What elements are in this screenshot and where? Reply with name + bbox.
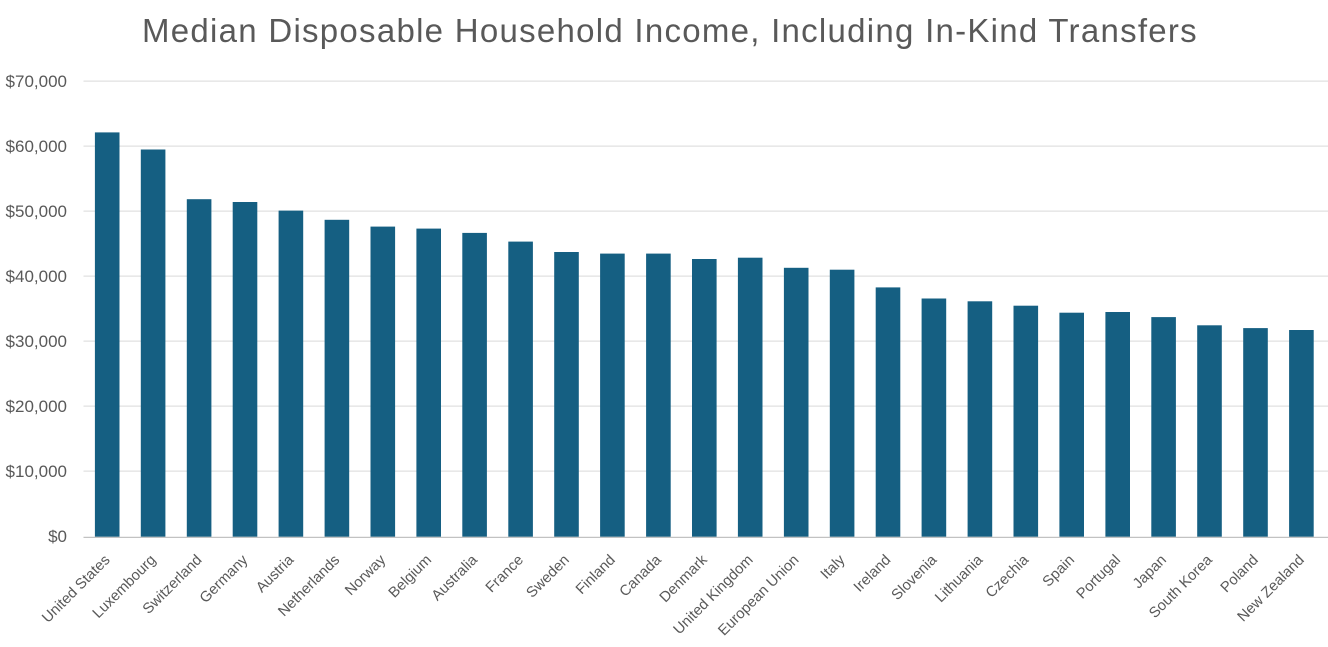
svg-text:Median Disposable Household In: Median Disposable Household Income, Incl…: [142, 12, 1198, 49]
svg-text:$40,000: $40,000: [6, 267, 67, 286]
svg-text:$20,000: $20,000: [6, 397, 67, 416]
svg-text:$60,000: $60,000: [6, 137, 67, 156]
svg-text:$70,000: $70,000: [6, 72, 67, 91]
svg-text:$0: $0: [48, 527, 67, 546]
svg-text:$50,000: $50,000: [6, 202, 67, 221]
svg-text:$30,000: $30,000: [6, 332, 67, 351]
svg-text:$10,000: $10,000: [6, 462, 67, 481]
